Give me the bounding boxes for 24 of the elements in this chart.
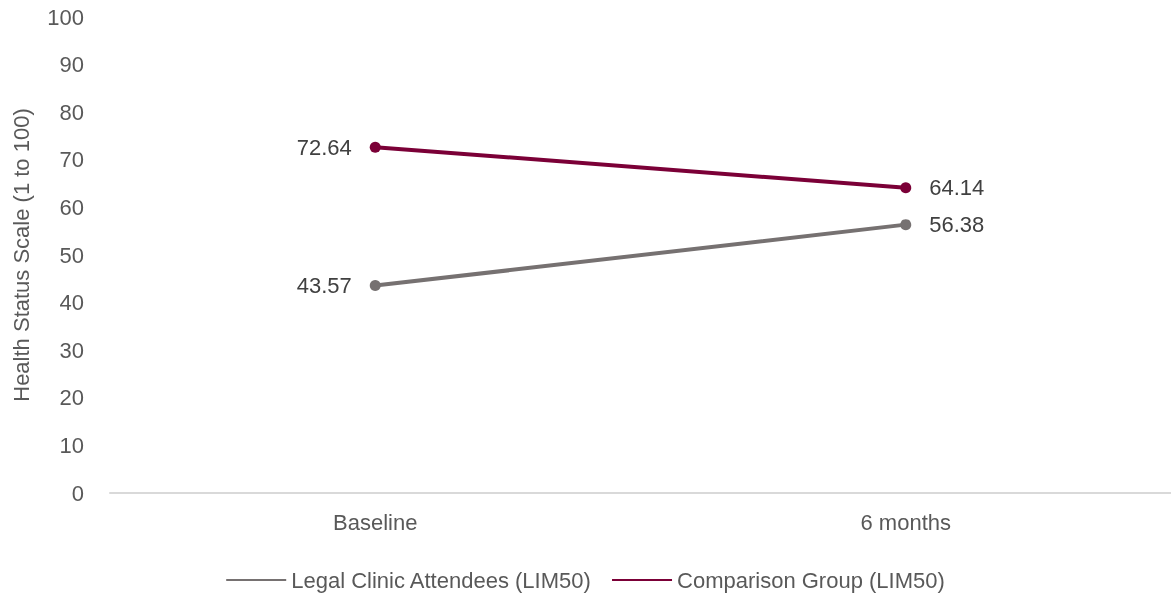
y-tick-label: 0 xyxy=(71,480,84,506)
legend-label: Comparison Group (LIM50) xyxy=(677,567,945,593)
x-tick-label: 6 months xyxy=(860,509,951,535)
y-tick-label: 30 xyxy=(59,337,84,363)
y-tick-label: 20 xyxy=(59,385,84,411)
y-tick-label: 80 xyxy=(59,99,84,125)
y-tick-label: 100 xyxy=(47,4,84,30)
y-tick-label: 40 xyxy=(59,290,84,316)
y-tick-label: 70 xyxy=(59,147,84,173)
data-label: 72.64 xyxy=(296,134,352,160)
data-label: 43.57 xyxy=(296,273,352,299)
x-tick-label: Baseline xyxy=(333,509,418,535)
data-label: 56.38 xyxy=(929,212,985,238)
legend-label: Legal Clinic Attendees (LIM50) xyxy=(291,567,591,593)
y-axis-title: Health Status Scale (1 to 100) xyxy=(8,108,34,402)
y-tick-label: 50 xyxy=(59,242,84,268)
point xyxy=(369,280,381,292)
data-label: 64.14 xyxy=(929,175,985,201)
y-tick-label: 60 xyxy=(59,194,84,220)
y-tick-label: 90 xyxy=(59,52,84,78)
y-tick-label: 10 xyxy=(59,432,84,458)
point xyxy=(369,141,381,153)
point xyxy=(900,182,912,194)
point xyxy=(900,219,912,231)
